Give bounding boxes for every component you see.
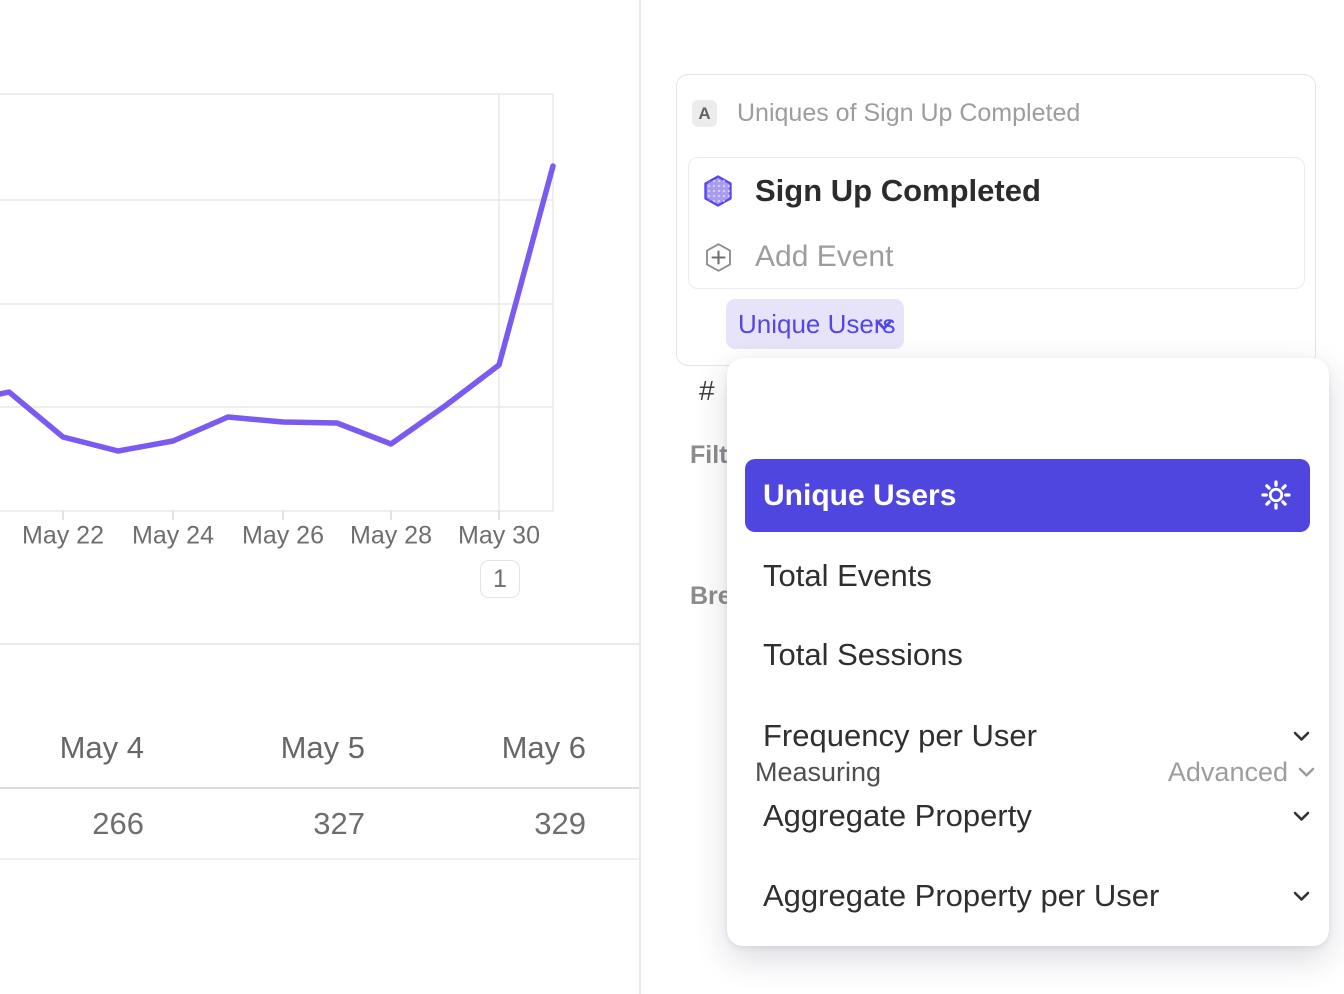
svg-text:May 28: May 28 <box>350 522 432 550</box>
advanced-mode-selector[interactable]: Advanced <box>1168 757 1315 788</box>
menu-item-label: Total Events <box>763 558 932 593</box>
event-name: Sign Up Completed <box>755 173 1041 208</box>
table-header-border <box>0 787 639 789</box>
chevron-down-icon <box>1293 891 1310 901</box>
metric-card: A Uniques of Sign Up Completed Sign <box>676 74 1316 406</box>
svg-text:May 30: May 30 <box>458 522 540 550</box>
event-row-sign-up-completed[interactable]: Sign Up Completed <box>689 158 1304 224</box>
table-top-border <box>0 643 639 645</box>
table-value-may6: 329 <box>534 806 586 841</box>
measurement-dropdown-chip[interactable]: Unique Users <box>726 299 904 349</box>
menu-item-aggregate-property[interactable]: Aggregate Property <box>727 796 1329 836</box>
chevron-down-icon <box>1293 731 1310 741</box>
menu-item-frequency-per-user[interactable]: Frequency per User <box>727 716 1329 756</box>
advanced-mode-label: Advanced <box>1167 757 1288 787</box>
measurement-chip-label: Unique Users <box>738 309 896 339</box>
table-header-may6: May 6 <box>501 730 586 765</box>
add-event-plus-hexagon-icon <box>704 242 733 278</box>
measuring-header: Measuring <box>755 757 882 787</box>
svg-text:May 24: May 24 <box>132 522 214 550</box>
menu-item-total-events[interactable]: Total Events <box>727 556 1329 596</box>
metric-title: Uniques of Sign Up Completed <box>737 99 1081 127</box>
svg-text:May 22: May 22 <box>22 522 104 550</box>
event-card: Sign Up Completed Add Event <box>688 157 1305 289</box>
chevron-down-icon <box>1298 767 1315 777</box>
line-chart: May 22 May 24 May 26 May 28 May 30 <box>0 93 556 550</box>
table-header-may4: May 4 <box>59 730 144 765</box>
menu-item-label: Aggregate Property <box>763 798 1032 833</box>
selected-item-label: Unique Users <box>763 479 957 512</box>
chevron-down-icon <box>1293 811 1310 821</box>
chevron-down-icon <box>876 320 892 330</box>
menu-item-aggregate-property-per-user[interactable]: Aggregate Property per User <box>727 876 1329 916</box>
gear-icon[interactable] <box>1261 480 1291 510</box>
table-header-may5: May 5 <box>280 730 365 765</box>
menu-item-total-sessions[interactable]: Total Sessions <box>727 635 1329 675</box>
measurement-hash-icon: # <box>699 375 715 406</box>
add-event-label: Add Event <box>755 240 894 273</box>
menu-item-label: Total Sessions <box>763 637 963 672</box>
pagination-page-button[interactable]: 1 <box>480 560 520 598</box>
menu-item-label: Frequency per User <box>763 718 1037 753</box>
table-value-may4: 266 <box>92 806 144 841</box>
metric-letter-badge[interactable]: A <box>692 100 717 127</box>
table-value-may5: 327 <box>313 806 365 841</box>
measuring-dropdown-menu: Measuring Advanced Unique Users <box>727 358 1329 946</box>
pane-divider <box>639 0 641 994</box>
add-event-button[interactable]: Add Event <box>689 224 1304 290</box>
svg-text:May 26: May 26 <box>242 522 324 550</box>
table-row-border <box>0 858 639 860</box>
menu-item-label: Aggregate Property per User <box>763 878 1160 913</box>
event-hexagon-icon <box>702 174 734 213</box>
chart-pane: May 22 May 24 May 26 May 28 May 30 1 May 4 M… <box>0 0 639 994</box>
menu-item-unique-users-selected[interactable]: Unique Users <box>745 459 1310 532</box>
